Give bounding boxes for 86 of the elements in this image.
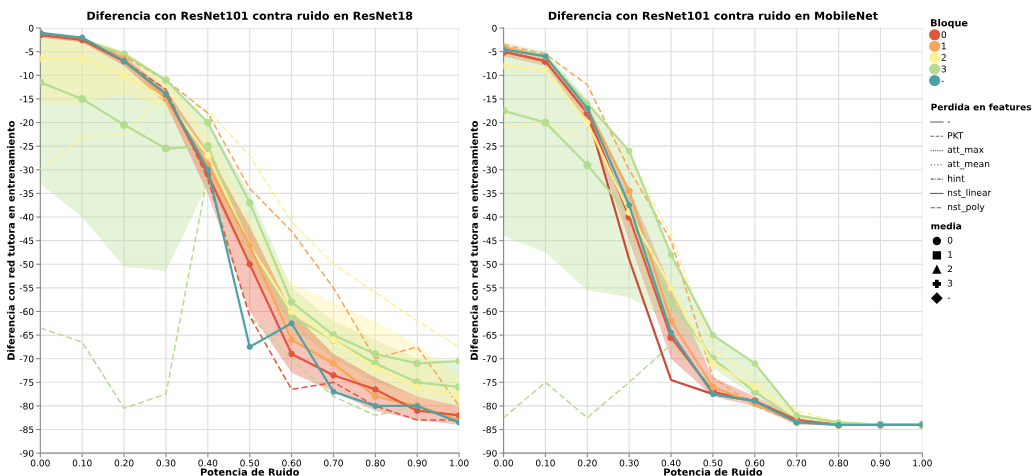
y-tick-label: -65 xyxy=(483,331,497,339)
y-tick-label: -20 xyxy=(19,119,34,127)
y-tick-label: -50 xyxy=(483,260,497,268)
y-tick-label: -75 xyxy=(483,379,497,386)
x-tick-label: 0.50 xyxy=(240,459,260,467)
y-tick-label: -15 xyxy=(483,95,497,103)
y-tick-label: -60 xyxy=(19,308,34,316)
y-tick-label: -10 xyxy=(483,72,497,79)
text: 1 xyxy=(948,251,953,258)
x-tick-label: 0.40 xyxy=(661,459,681,467)
x-tick-label: 0.50 xyxy=(703,459,723,467)
x-tick-label: 0.90 xyxy=(871,459,890,467)
y-tick-label: -35 xyxy=(483,190,497,197)
legend-title: Bloque xyxy=(931,18,968,29)
x-tick-label: 1.00 xyxy=(450,459,469,467)
x-tick-label: 0.90 xyxy=(407,459,427,467)
y-tick-label: -35 xyxy=(19,190,34,197)
text: hint xyxy=(948,174,965,182)
y-tick-label: 0 xyxy=(492,24,497,32)
x-tick-label: 1.00 xyxy=(913,459,932,467)
x-tick-label: 0.20 xyxy=(114,459,134,467)
text: 3 xyxy=(947,279,953,287)
text: att_max xyxy=(947,146,984,155)
x-tick-label: 0.20 xyxy=(577,459,597,467)
y-tick-label: -85 xyxy=(19,426,34,434)
x-tick-label: 0.30 xyxy=(619,459,639,467)
chart-title: Diferencia con ResNet101 contra ruido en ResNet18 xyxy=(87,11,413,20)
y-tick-label: -40 xyxy=(19,213,34,221)
text: att_mean xyxy=(947,160,990,170)
text: - xyxy=(947,297,951,299)
x-tick-label: 0.70 xyxy=(787,459,807,467)
x-tick-label: 0.30 xyxy=(156,459,176,467)
x-axis-title: Potencia de Ruido xyxy=(200,468,299,476)
x-tick-label: 0.10 xyxy=(535,459,555,467)
y-tick-label: -65 xyxy=(19,331,34,339)
text: 2 xyxy=(947,265,953,273)
y-tick-label: -90 xyxy=(483,449,497,457)
y-tick-label: -30 xyxy=(483,166,497,174)
chart-title: Diferencia con ResNet101 contra ruido en MobileNet xyxy=(548,11,878,20)
x-tick-label: 0.00 xyxy=(30,459,50,467)
y-tick-label: -45 xyxy=(19,237,34,245)
y-tick-label: -40 xyxy=(483,213,497,221)
y-tick-label: -15 xyxy=(19,95,34,103)
y-tick-label: -10 xyxy=(19,72,34,79)
text: media xyxy=(931,222,962,230)
x-tick-label: 0.10 xyxy=(72,459,92,467)
legend-label: - xyxy=(941,80,944,82)
y-tick-label: -5 xyxy=(488,48,497,56)
x-tick-label: 0.80 xyxy=(829,459,849,467)
text: - xyxy=(947,121,951,123)
y-tick-label: -5 xyxy=(25,48,34,56)
text: nst_linear xyxy=(948,188,992,198)
y-tick-label: -80 xyxy=(19,402,34,410)
y-tick-label: -20 xyxy=(483,119,497,127)
legend-label: 3 xyxy=(941,65,946,73)
y-tick-label: -70 xyxy=(483,355,497,363)
x-axis-title: Potencia de Ruido xyxy=(664,468,763,476)
text: 0 xyxy=(947,236,953,244)
x-tick-label: 0.80 xyxy=(365,459,385,467)
y-tick-label: -75 xyxy=(19,379,34,386)
y-tick-label: -90 xyxy=(19,449,34,457)
text: PKT xyxy=(948,132,964,139)
y-tick-label: -70 xyxy=(19,355,34,363)
y-tick-label: 0 xyxy=(28,24,34,32)
y-axis-title: Diferencia con red tutora en entrenamiento xyxy=(470,121,478,360)
legend-label: 2 xyxy=(941,54,946,61)
y-tick-label: -50 xyxy=(19,260,34,268)
legend-label: 0 xyxy=(941,31,947,39)
x-tick-label: 0.70 xyxy=(324,459,343,467)
text: nst_poly xyxy=(948,203,985,213)
y-tick-label: -55 xyxy=(19,284,34,292)
y-tick-label: -45 xyxy=(483,237,497,245)
y-tick-label: -25 xyxy=(19,142,34,150)
y-tick-label: -60 xyxy=(483,308,497,316)
x-tick-label: 0.00 xyxy=(494,459,514,467)
x-tick-label: 0.40 xyxy=(198,459,218,467)
text: Perdida en features xyxy=(931,103,1032,111)
y-tick-label: -85 xyxy=(483,426,497,434)
y-tick-label: -80 xyxy=(483,402,497,410)
x-tick-label: 0.60 xyxy=(282,459,302,467)
y-tick-label: -55 xyxy=(483,284,497,292)
legend-label: 1 xyxy=(941,42,946,50)
y-tick-label: -30 xyxy=(19,166,34,174)
y-tick-label: -25 xyxy=(483,142,497,150)
y-axis-title: Diferencia con red tutora en entrenamiento xyxy=(7,121,15,360)
x-tick-label: 0.60 xyxy=(745,459,765,467)
